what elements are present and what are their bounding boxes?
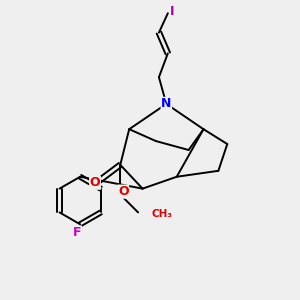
Text: O: O <box>90 176 100 189</box>
Text: O: O <box>118 185 129 198</box>
Text: F: F <box>73 226 81 239</box>
Text: N: N <box>161 98 172 110</box>
Text: CH₃: CH₃ <box>152 209 172 219</box>
Text: I: I <box>170 5 175 18</box>
